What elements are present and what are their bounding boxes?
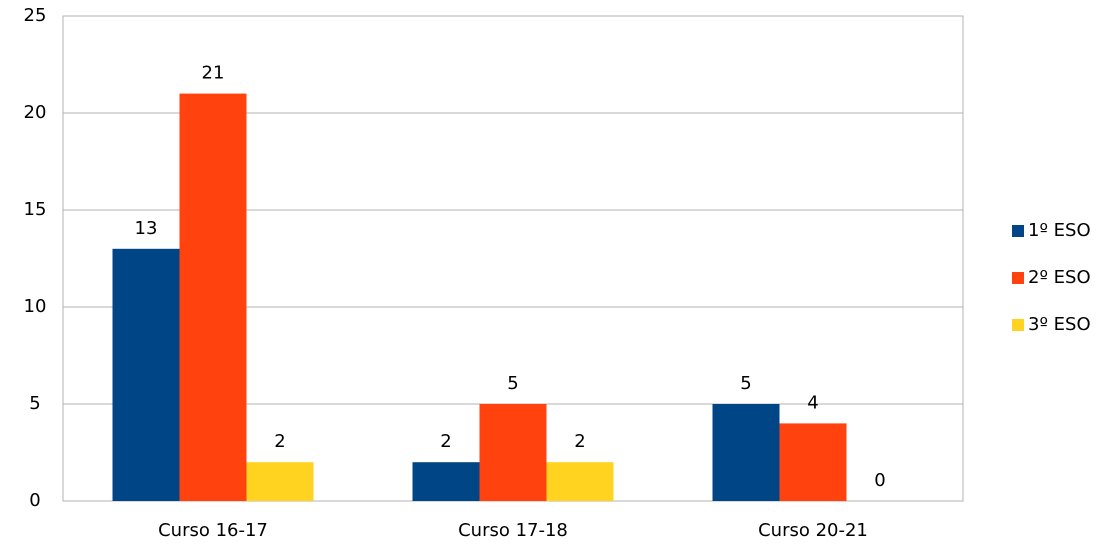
legend-label: 2º ESO [1028,267,1091,288]
data-label: 21 [202,63,225,84]
data-label: 13 [135,218,158,239]
data-label: 5 [507,373,518,394]
x-tick-label: Curso 17-18 [458,520,568,541]
x-tick-label: Curso 20-21 [758,520,868,541]
y-tick-label: 25 [24,5,47,26]
bar [179,93,247,501]
legend-label: 1º ESO [1028,220,1091,241]
x-tick-label: Curso 16-17 [158,520,268,541]
bar [479,404,547,501]
y-tick-label: 15 [24,199,47,220]
y-tick-label: 20 [24,102,47,123]
bar [246,462,314,501]
bar [712,404,780,501]
y-tick-label: 5 [29,393,40,414]
legend-label: 3º ESO [1028,314,1091,335]
bar [779,423,847,501]
bar [546,462,614,501]
bar [112,248,180,501]
data-label: 2 [274,431,285,452]
data-label: 4 [807,392,818,413]
y-tick-label: 0 [29,490,40,511]
data-label: 0 [874,470,885,491]
bar [412,462,480,501]
y-tick-label: 10 [24,296,47,317]
legend-swatch [1012,319,1024,331]
data-label: 2 [574,431,585,452]
legend-swatch [1012,272,1024,284]
legend-swatch [1012,225,1024,237]
data-label: 5 [740,373,751,394]
data-label: 2 [440,431,451,452]
